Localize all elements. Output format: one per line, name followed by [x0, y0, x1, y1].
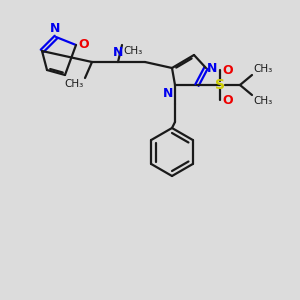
Text: CH₃: CH₃: [253, 64, 272, 74]
Text: S: S: [215, 78, 225, 92]
Text: O: O: [222, 64, 232, 76]
Text: N: N: [113, 46, 123, 59]
Text: O: O: [78, 38, 88, 52]
Text: N: N: [163, 87, 173, 100]
Text: CH₃: CH₃: [123, 46, 142, 56]
Text: CH₃: CH₃: [65, 79, 84, 89]
Text: CH₃: CH₃: [253, 96, 272, 106]
Text: O: O: [222, 94, 232, 106]
Text: N: N: [207, 61, 217, 74]
Text: N: N: [50, 22, 60, 35]
